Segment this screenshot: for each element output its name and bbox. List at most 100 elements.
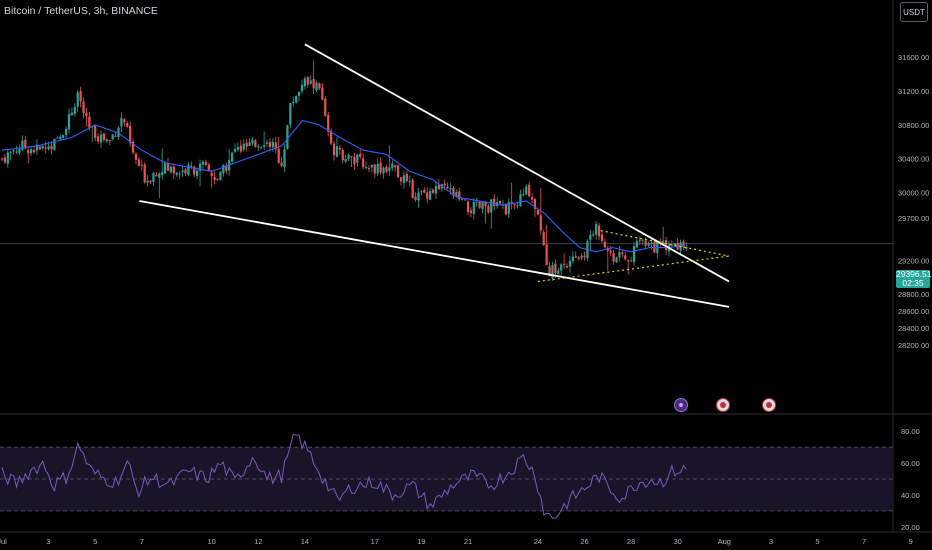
- candle: [3, 153, 7, 165]
- candle: [295, 95, 298, 104]
- time-tick-label: 5: [815, 537, 819, 546]
- candle: [341, 148, 344, 164]
- time-tick-label: Jul: [0, 537, 7, 546]
- candle: [239, 140, 242, 154]
- candle: [9, 150, 12, 161]
- candle: [394, 164, 397, 172]
- candle: [123, 117, 126, 127]
- time-tick-label: 3: [769, 537, 773, 546]
- candle: [41, 144, 44, 151]
- candle: [370, 164, 373, 173]
- candle: [391, 160, 394, 172]
- time-tick-label: 12: [254, 537, 262, 546]
- candle: [431, 188, 435, 195]
- candle: [635, 237, 639, 248]
- candle: [399, 177, 403, 186]
- candle: [332, 141, 336, 161]
- candle: [297, 91, 301, 102]
- candle: [641, 238, 644, 246]
- candle: [97, 133, 100, 144]
- candle: [216, 178, 219, 181]
- candle: [184, 168, 187, 177]
- time-tick-label: 10: [208, 537, 216, 546]
- candle: [152, 171, 155, 186]
- candle: [35, 139, 39, 156]
- candle: [56, 136, 59, 139]
- candle: [577, 256, 580, 261]
- candle: [292, 96, 295, 107]
- candle: [379, 157, 382, 175]
- candle: [257, 144, 260, 151]
- candle: [198, 159, 202, 187]
- candle: [347, 153, 350, 162]
- candle: [134, 151, 138, 165]
- price-tick-label: 31200.00: [898, 87, 929, 96]
- candle: [519, 189, 522, 207]
- candle: [327, 111, 330, 137]
- candle: [597, 222, 601, 241]
- candle: [408, 175, 411, 187]
- candle: [219, 171, 222, 181]
- triangle-lower-line[interactable]: [537, 255, 730, 283]
- candle: [606, 245, 609, 271]
- candle: [312, 60, 315, 94]
- candle: [32, 145, 36, 154]
- candle: [175, 171, 178, 177]
- wedge-upper-trendline[interactable]: [304, 43, 730, 283]
- candle: [79, 86, 82, 108]
- candle: [166, 157, 170, 172]
- candle: [62, 134, 65, 139]
- candle: [137, 157, 140, 167]
- triangle-upper-line[interactable]: [600, 230, 730, 257]
- time-tick-label: 14: [301, 537, 309, 546]
- flag-icon[interactable]: [762, 398, 776, 412]
- candle: [475, 197, 478, 207]
- candle: [111, 134, 114, 141]
- candle: [286, 124, 289, 150]
- candle: [315, 80, 318, 92]
- candle: [94, 124, 97, 142]
- time-tick-label: Aug: [718, 537, 731, 546]
- time-tick-label: 26: [580, 537, 588, 546]
- candle: [356, 153, 359, 167]
- candle: [230, 151, 234, 165]
- candle: [59, 134, 62, 141]
- flag-icon[interactable]: [716, 398, 730, 412]
- candle: [481, 201, 484, 214]
- candle: [309, 75, 312, 85]
- candle: [612, 249, 615, 265]
- time-tick-label: 24: [534, 537, 542, 546]
- candle: [496, 197, 499, 209]
- candle: [120, 112, 123, 133]
- candle: [324, 96, 327, 117]
- candle: [592, 230, 595, 238]
- candle: [638, 236, 641, 246]
- candle: [411, 178, 414, 199]
- price-tick-label: 29200.00: [898, 256, 929, 265]
- candle: [551, 261, 554, 281]
- candle: [129, 121, 132, 147]
- rsi-pane: [0, 433, 893, 519]
- candle: [463, 198, 467, 201]
- candle: [522, 188, 525, 197]
- candle: [490, 198, 493, 229]
- price-tick-label: 31600.00: [898, 53, 929, 62]
- candle: [397, 164, 400, 178]
- candle: [50, 141, 53, 155]
- candle: [507, 198, 510, 218]
- candle: [382, 166, 385, 179]
- lightning-icon[interactable]: [674, 398, 688, 412]
- candle: [583, 251, 586, 261]
- candle: [248, 138, 251, 147]
- currency-button[interactable]: USDT: [900, 2, 928, 22]
- candle: [73, 103, 76, 117]
- candle: [621, 250, 624, 258]
- candle: [53, 138, 56, 151]
- last-price-value: 29396.51: [896, 269, 932, 279]
- symbol-title[interactable]: Bitcoin / TetherUS, 3h, BINANCE: [4, 5, 158, 17]
- candle: [388, 145, 391, 177]
- candle: [169, 165, 173, 175]
- candle: [565, 263, 569, 268]
- wedge-lower-trendline[interactable]: [139, 200, 730, 308]
